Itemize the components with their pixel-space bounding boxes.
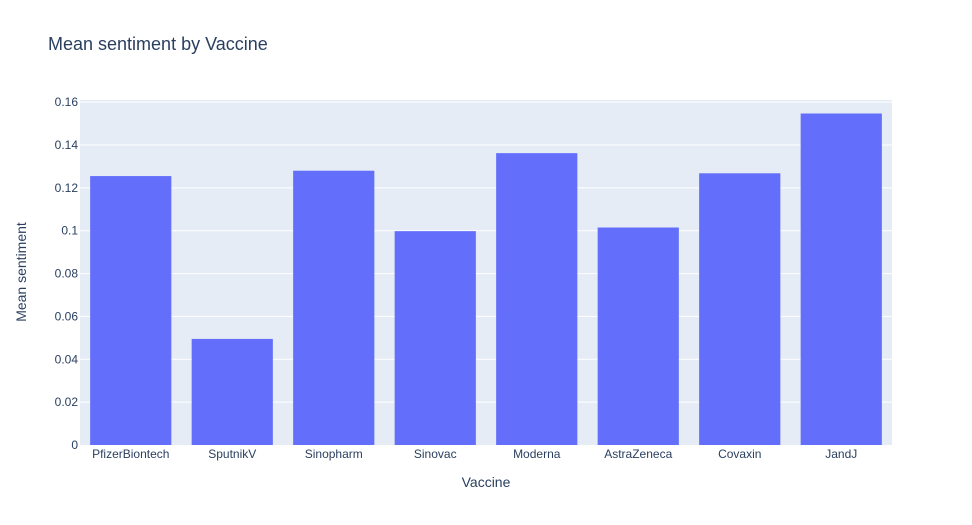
y-axis-ticks: 0 0.02 0.04 0.06 0.08 0.1 0.12 0.14 0.16	[55, 95, 79, 452]
bar-pfizerbiontech[interactable]	[90, 176, 172, 446]
bar-moderna[interactable]	[496, 153, 578, 445]
y-tick-label: 0.1	[61, 224, 78, 238]
bar-jandj[interactable]	[800, 113, 882, 446]
y-tick-label: 0.12	[55, 181, 79, 195]
x-axis-ticks: PfizerBiontech SputnikV Sinopharm Sinovac Mo…	[92, 447, 857, 461]
y-tick-label: 0.16	[55, 95, 79, 109]
x-tick-label: Sinovac	[414, 447, 457, 461]
x-tick-label: PfizerBiontech	[92, 447, 169, 461]
bar-covaxin[interactable]	[699, 173, 781, 446]
bar-astrazeneca[interactable]	[597, 227, 679, 446]
bar-sinopharm[interactable]	[293, 170, 375, 445]
x-tick-label: Moderna	[513, 447, 561, 461]
x-axis-title: Vaccine	[462, 474, 511, 490]
bars	[90, 113, 882, 446]
y-tick-label: 0.02	[55, 395, 79, 409]
x-tick-label: Covaxin	[718, 447, 761, 461]
y-axis-title: Mean sentiment	[13, 222, 29, 322]
x-tick-label: AstraZeneca	[604, 447, 672, 461]
bar-sputnikv[interactable]	[191, 338, 273, 445]
y-tick-label: 0.06	[55, 309, 79, 323]
bar-sinovac[interactable]	[394, 231, 476, 445]
x-tick-label: JandJ	[825, 447, 857, 461]
y-tick-label: 0	[71, 438, 78, 452]
x-tick-label: Sinopharm	[305, 447, 363, 461]
y-tick-label: 0.08	[55, 267, 79, 281]
chart-title: Mean sentiment by Vaccine	[48, 34, 268, 54]
y-tick-label: 0.14	[55, 138, 79, 152]
y-tick-label: 0.04	[55, 352, 79, 366]
x-tick-label: SputnikV	[208, 447, 256, 461]
